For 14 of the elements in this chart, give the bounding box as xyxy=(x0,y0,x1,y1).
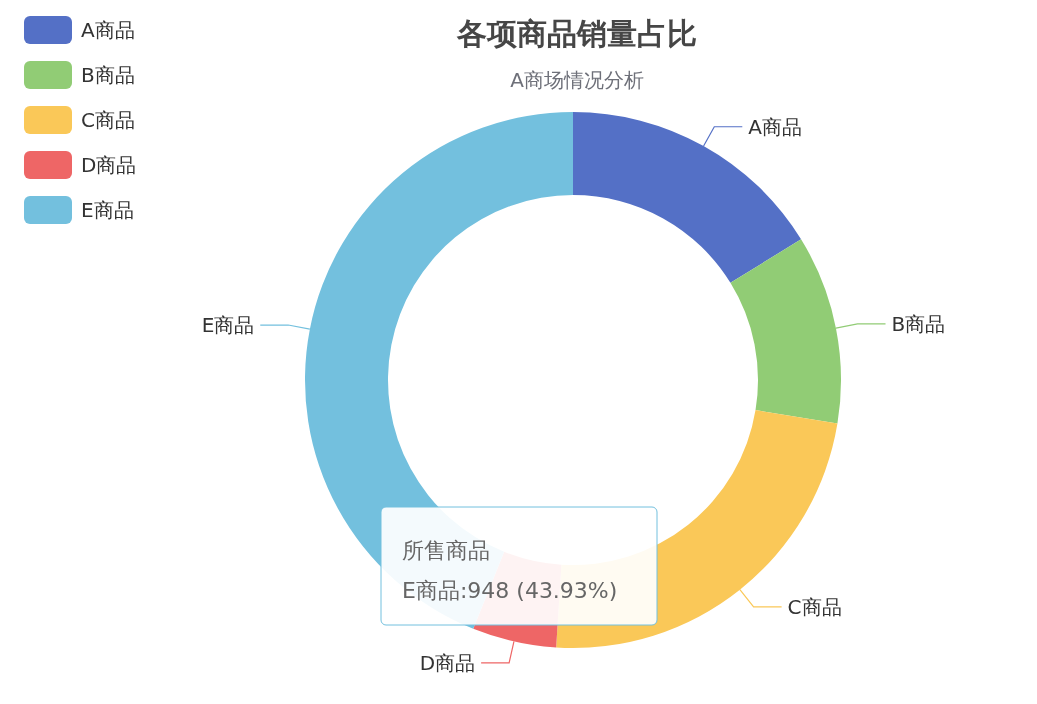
legend-label: B商品 xyxy=(81,63,135,87)
slice-label: A商品 xyxy=(748,114,802,139)
slice-label: C商品 xyxy=(787,594,842,619)
legend-label: E商品 xyxy=(81,198,134,222)
legend-label: D商品 xyxy=(81,153,137,177)
text: 所售商品 xyxy=(402,538,490,563)
slice-label: E商品 xyxy=(201,313,255,338)
text: E商品:948 (43.93%) xyxy=(402,578,618,603)
legend-label: C商品 xyxy=(81,108,135,132)
text: A商场情况分析 xyxy=(510,68,644,92)
legend-label: A商品 xyxy=(81,18,135,42)
slice-label: B商品 xyxy=(891,311,946,336)
chart-title: 各项商品销量占比 xyxy=(456,16,697,51)
slice-label: D商品 xyxy=(419,650,476,675)
